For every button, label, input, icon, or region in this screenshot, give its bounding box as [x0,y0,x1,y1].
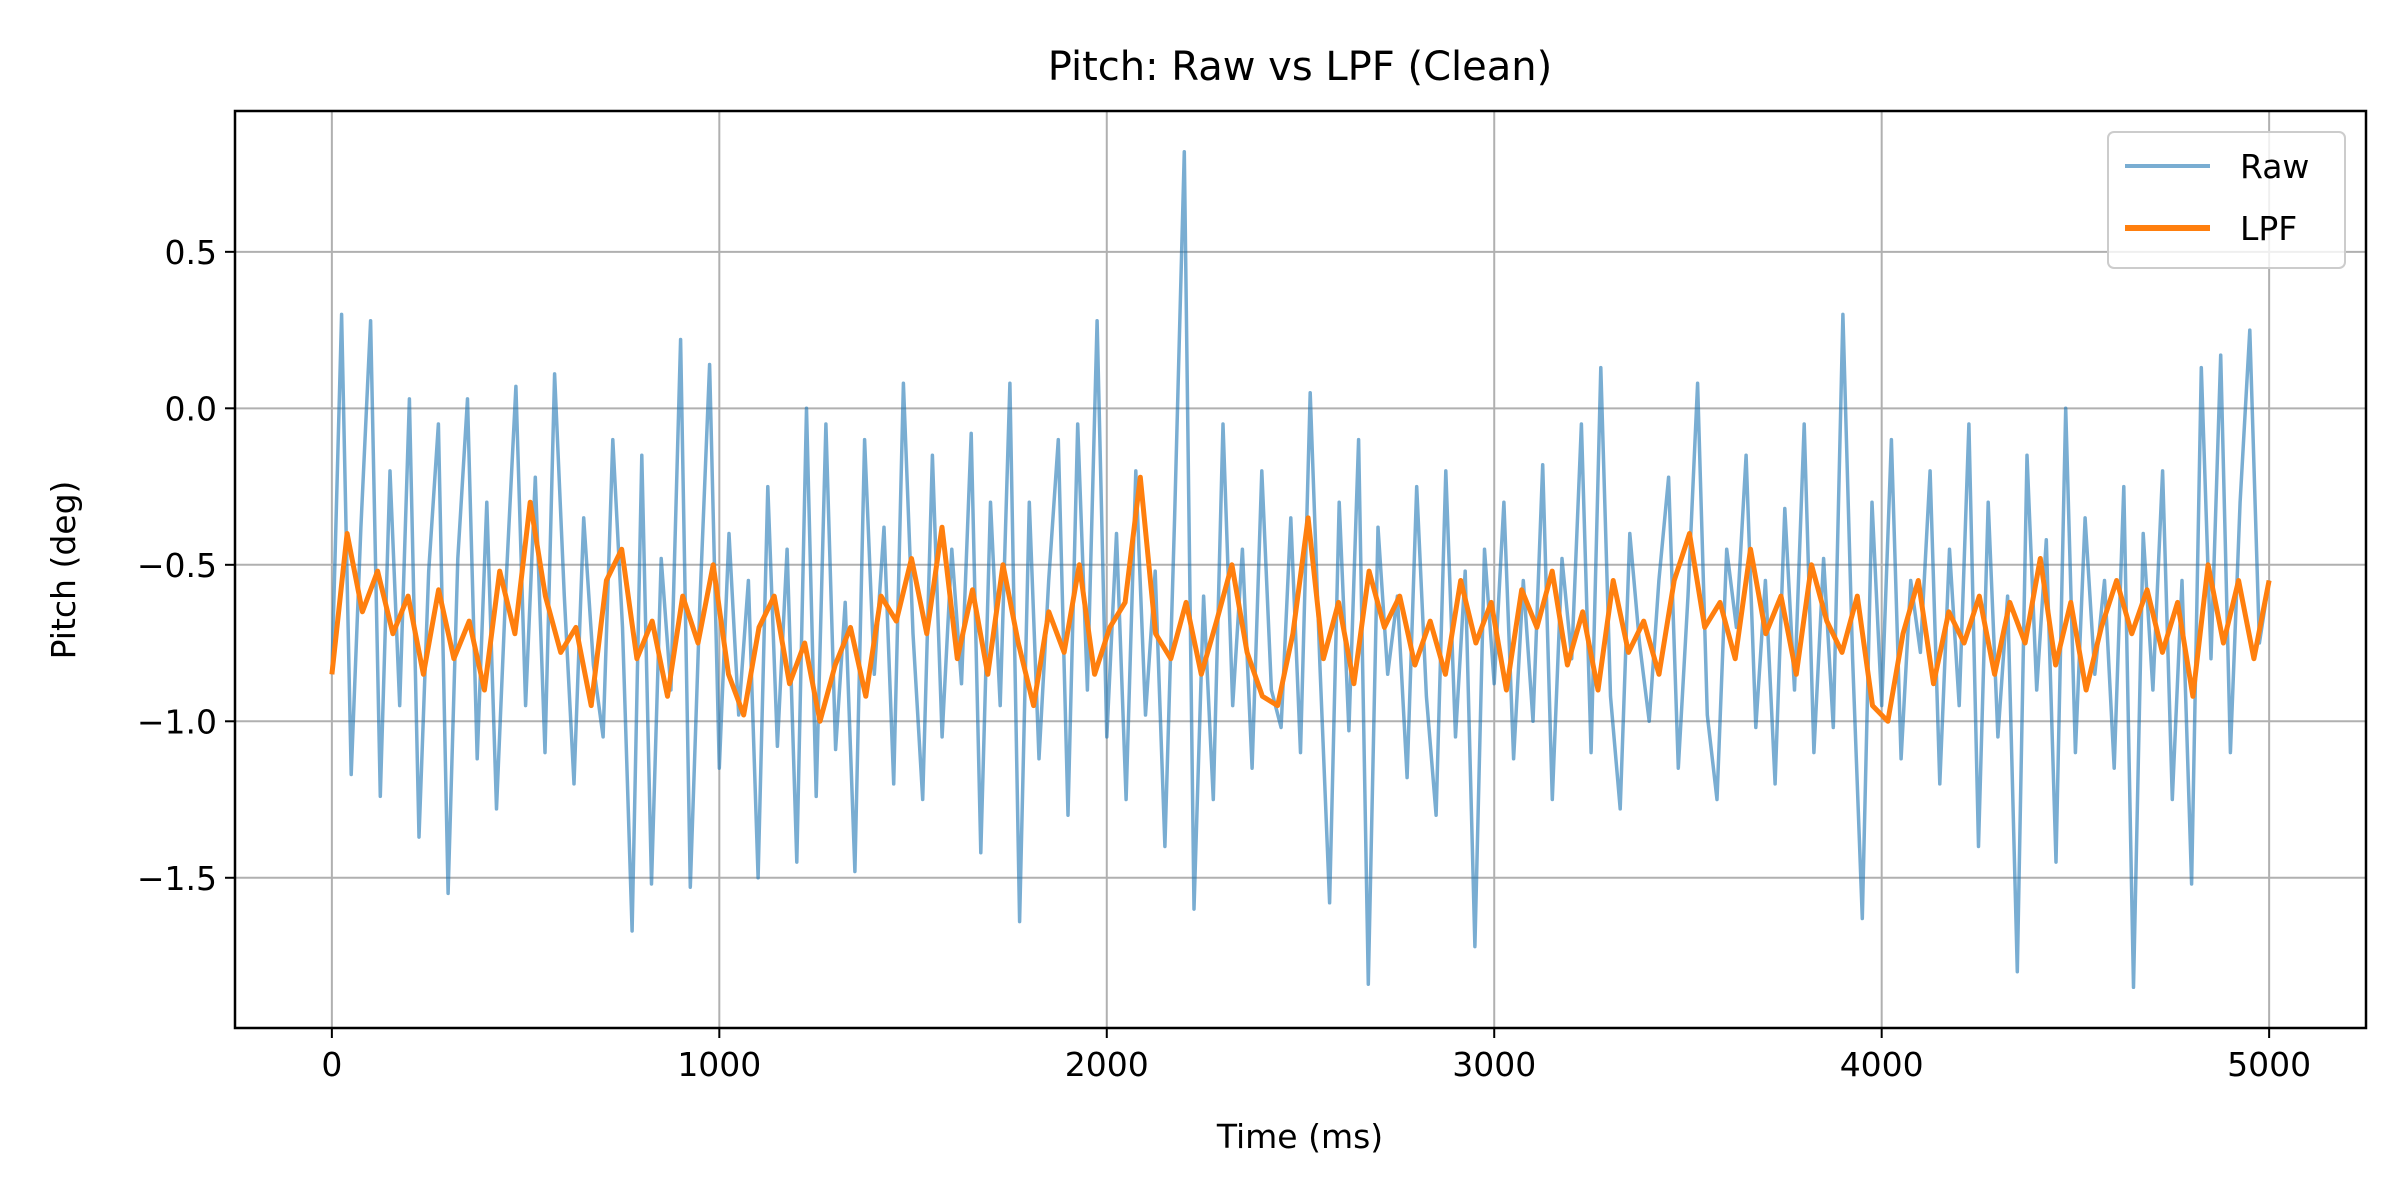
y-tick-label: −1.0 [137,702,217,741]
x-tick-label: 3000 [1452,1045,1536,1084]
x-axis-label: Time (ms) [1216,1117,1383,1156]
y-tick-label: 0.0 [165,389,217,428]
chart-title: Pitch: Raw vs LPF (Clean) [1048,44,1553,90]
legend-box [2107,131,2346,269]
y-axis-label: Pitch (deg) [44,481,83,660]
y-tick-label: −0.5 [137,546,217,585]
legend: Raw LPF [2107,131,2346,269]
series-group [329,149,2272,990]
y-tick-label: −1.5 [137,859,217,898]
y-tick-label: 0.5 [165,233,217,272]
legend-label-lpf: LPF [2240,209,2297,248]
y-axis: 0.5 0.0 −0.5 −1.0 −1.5 [137,233,235,898]
legend-label-raw: Raw [2240,147,2309,186]
x-tick-label: 5000 [2227,1045,2311,1084]
series-line-lpf [329,474,2272,724]
x-tick-label: 4000 [1840,1045,1924,1084]
plot-frame [233,109,2368,1030]
x-axis: 0 1000 2000 3000 4000 5000 [321,1028,2311,1084]
x-tick-label: 1000 [677,1045,761,1084]
x-tick-label: 2000 [1065,1045,1149,1084]
x-tick-label: 0 [321,1045,342,1084]
